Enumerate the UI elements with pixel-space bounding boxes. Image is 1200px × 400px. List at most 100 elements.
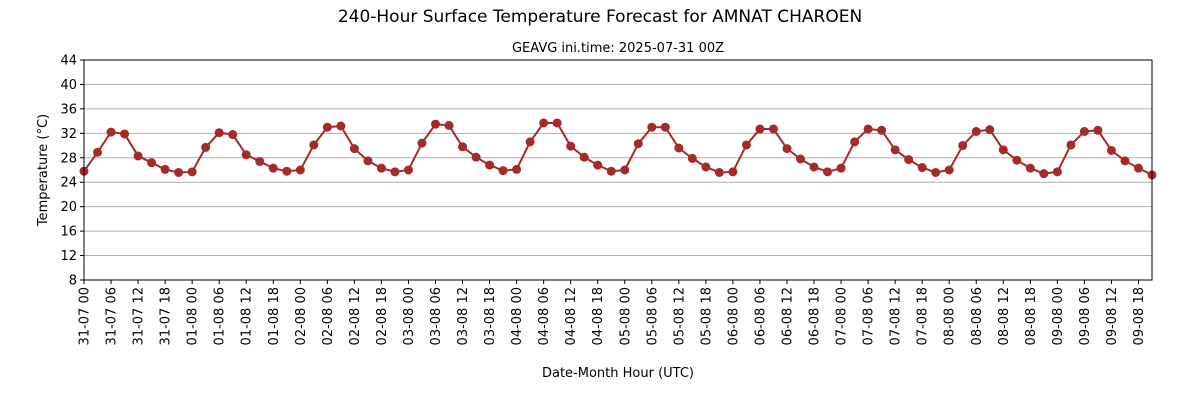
data-point: [579, 152, 589, 162]
plot-frame: [83, 59, 1153, 281]
data-point: [985, 125, 995, 135]
data-point: [552, 118, 562, 128]
data-point: [1106, 145, 1116, 155]
x-tick-label: 04-08 12: [564, 287, 579, 345]
y-tick-label: 32: [60, 127, 77, 142]
chart-subtitle: GEAVG ini.time: 2025-07-31 00Z: [512, 41, 724, 56]
y-tick-label: 16: [60, 225, 77, 240]
y-tick-label: 40: [60, 78, 77, 93]
data-point: [417, 138, 427, 148]
x-tick-label: 31-07 00: [78, 287, 93, 345]
x-tick-label: 02-08 06: [321, 287, 336, 345]
data-point: [336, 121, 346, 131]
data-point: [931, 167, 941, 177]
x-tick-label: 01-08 18: [267, 287, 282, 345]
data-point: [566, 141, 576, 151]
x-tick-label: 07-08 18: [916, 287, 931, 345]
data-point: [498, 166, 508, 176]
x-axis-label: Date-Month Hour (UTC): [542, 366, 694, 381]
data-point: [660, 122, 670, 132]
data-point: [201, 142, 211, 152]
data-point: [958, 141, 968, 151]
x-axis: 31-07 00 31-07 06 31-07 12 31-07 18 01-08 00…: [78, 280, 1147, 345]
y-tick-label: 28: [60, 151, 77, 166]
x-tick-label: 06-08 12: [780, 287, 795, 345]
x-tick-label: 07-08 06: [862, 287, 877, 345]
data-point: [593, 160, 603, 170]
x-tick-label: 06-08 00: [726, 287, 741, 345]
x-tick-label: 05-08 18: [699, 287, 714, 345]
y-axis-label: Temperature (°C): [36, 114, 51, 227]
data-point: [755, 124, 765, 134]
x-tick-label: 03-08 00: [402, 287, 417, 345]
x-tick-label: 08-08 00: [943, 287, 958, 345]
x-tick-label: 05-08 00: [618, 287, 633, 345]
data-point: [998, 145, 1008, 155]
x-tick-label: 07-08 12: [889, 287, 904, 345]
data-point: [1025, 163, 1035, 173]
data-point: [282, 166, 292, 176]
x-tick-label: 01-08 06: [213, 287, 228, 345]
x-tick-label: 06-08 06: [753, 287, 768, 345]
x-tick-label: 03-08 12: [456, 287, 471, 345]
data-point: [187, 167, 197, 177]
data-point: [322, 122, 332, 132]
x-tick-label: 03-08 18: [483, 287, 498, 345]
x-tick-label: 03-08 06: [429, 287, 444, 345]
series-temperature: [79, 118, 1157, 180]
data-point: [390, 167, 400, 177]
data-point: [147, 158, 157, 168]
data-point: [944, 165, 954, 175]
data-point: [525, 137, 535, 147]
y-tick-label: 12: [60, 249, 77, 264]
data-point: [728, 167, 738, 177]
x-tick-label: 01-08 00: [186, 287, 201, 345]
data-point: [444, 120, 454, 130]
data-point: [376, 163, 386, 173]
x-tick-label: 01-08 12: [240, 287, 255, 345]
y-tick-label: 20: [60, 200, 77, 215]
data-point: [160, 164, 170, 174]
data-point: [714, 167, 724, 177]
data-point: [741, 140, 751, 150]
data-point: [1052, 167, 1062, 177]
data-point: [1079, 127, 1089, 136]
y-axis: 8 12 16 20 24 28 32 36 40 44: [60, 54, 84, 289]
data-point: [782, 144, 792, 154]
data-point: [363, 156, 373, 166]
data-point: [539, 118, 549, 128]
data-point: [512, 164, 522, 174]
x-tick-label: 05-08 12: [672, 287, 687, 345]
x-tick-label: 08-08 06: [970, 287, 985, 345]
data-point: [904, 155, 914, 165]
data-point: [133, 151, 143, 161]
data-point: [471, 152, 481, 162]
data-point: [430, 119, 440, 129]
data-point: [228, 130, 238, 140]
data-point: [768, 124, 778, 134]
data-point: [349, 144, 359, 154]
x-tick-label: 02-08 00: [294, 287, 309, 345]
data-point: [1039, 169, 1049, 179]
y-tick-label: 8: [69, 274, 77, 289]
data-point: [850, 137, 860, 147]
data-point: [1066, 140, 1076, 150]
data-point: [620, 165, 630, 175]
x-tick-label: 09-08 18: [1132, 287, 1147, 345]
y-tick-label: 36: [60, 102, 77, 117]
data-point: [1093, 125, 1103, 135]
data-point: [241, 150, 251, 160]
data-point: [647, 122, 657, 132]
x-tick-label: 09-08 00: [1051, 287, 1066, 345]
data-point: [606, 166, 616, 176]
chart-title: 240-Hour Surface Temperature Forecast fo…: [338, 7, 862, 27]
x-tick-label: 08-08 18: [1024, 287, 1039, 345]
data-point: [701, 162, 711, 172]
data-point: [863, 124, 873, 134]
x-tick-label: 08-08 12: [997, 287, 1012, 345]
data-point: [674, 143, 684, 153]
data-point: [106, 127, 116, 137]
x-tick-label: 06-08 18: [808, 287, 823, 345]
data-point: [917, 163, 927, 173]
